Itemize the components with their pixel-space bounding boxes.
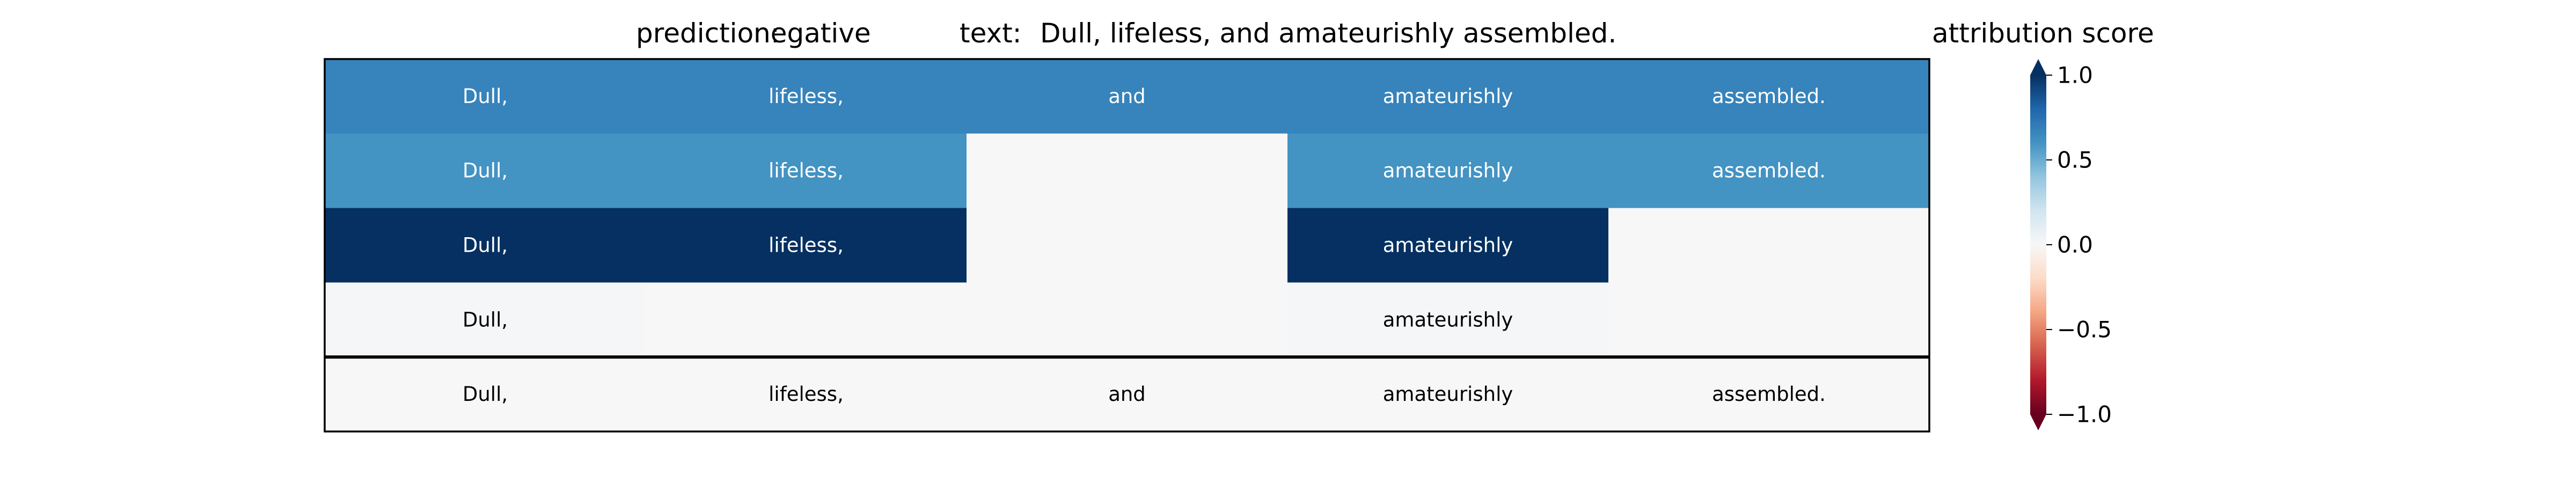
heatmap-row: Dull, lifeless, and amateurishly assembled. xyxy=(325,357,1930,432)
text-label: text: xyxy=(960,18,1022,49)
token-label: Dull, xyxy=(463,308,508,331)
token-label: Dull, xyxy=(463,159,508,182)
heatmap-cell xyxy=(646,357,967,432)
colorbar-tick-label: 0.5 xyxy=(2057,147,2093,173)
colorbar-title: attribution score xyxy=(1932,18,2154,49)
heatmap-frame xyxy=(324,58,1930,433)
heatmap-cell xyxy=(646,59,967,134)
heatmap-cell xyxy=(967,282,1288,357)
token-label: amateurishly xyxy=(1383,383,1513,406)
token-label: lifeless, xyxy=(769,383,844,406)
token-label: Dull, xyxy=(463,383,508,406)
heatmap-cell xyxy=(325,282,646,357)
heatmap-cell xyxy=(1608,59,1930,134)
heatmap-cell xyxy=(1287,282,1609,357)
heatmap-cell xyxy=(1608,208,1930,283)
heatmap-cell xyxy=(325,208,646,283)
heatmap-row: Dull, amateurishly xyxy=(325,282,1930,357)
colorbar-min-extension xyxy=(2030,414,2046,430)
colorbar-tick-label: −1.0 xyxy=(2057,401,2112,428)
heatmap-cell xyxy=(1287,357,1609,432)
colorbar: 1.0 0.5 0.0 −0.5 −1.0 xyxy=(2030,59,2112,430)
heatmap-cell xyxy=(1608,357,1930,432)
heatmap-row: Dull, lifeless, amateurishly assembled. xyxy=(325,133,1930,209)
heatmap-cell xyxy=(325,59,646,134)
heatmap-row: Dull, lifeless, amateurishly xyxy=(325,208,1930,283)
heatmap-cell xyxy=(1608,133,1930,209)
token-label: Dull, xyxy=(463,85,508,108)
heatmap-row: Dull, lifeless, and amateurishly assembled. xyxy=(325,59,1930,134)
heatmap-cell xyxy=(325,133,646,209)
heatmap-cell xyxy=(1287,59,1609,134)
prediction-label: prediction: xyxy=(636,18,780,49)
colorbar-tick-label: −0.5 xyxy=(2057,317,2112,343)
heatmap-cell xyxy=(967,357,1288,432)
heatmap-cell xyxy=(646,282,967,357)
token-label: amateurishly xyxy=(1383,234,1513,257)
token-label: lifeless, xyxy=(769,85,844,108)
heatmap-cell xyxy=(646,208,967,283)
token-label: assembled. xyxy=(1712,159,1826,182)
text-value: Dull, lifeless, and amateurishly assembl… xyxy=(1040,18,1617,49)
token-label: lifeless, xyxy=(769,159,844,182)
token-label: Dull, xyxy=(463,234,508,257)
heatmap-cell xyxy=(967,59,1288,134)
colorbar-max-extension xyxy=(2030,59,2046,75)
token-label: amateurishly xyxy=(1383,308,1513,331)
token-label: amateurishly xyxy=(1383,159,1513,182)
heatmap-cell xyxy=(1287,133,1609,209)
colorbar-tick-label: 0.0 xyxy=(2057,232,2093,258)
heatmap-cell xyxy=(325,357,646,432)
heatmap-cell xyxy=(1608,282,1930,357)
token-label: assembled. xyxy=(1712,383,1826,406)
prediction-value: negative xyxy=(753,18,871,49)
heatmap-cell xyxy=(1287,208,1609,283)
token-label: and xyxy=(1108,383,1146,406)
colorbar-gradient xyxy=(2030,75,2046,414)
heatmap-cell xyxy=(646,133,967,209)
heatmap-cell xyxy=(967,133,1288,209)
token-label: and xyxy=(1108,85,1146,108)
token-label: assembled. xyxy=(1712,85,1826,108)
attribution-heatmap: Dull, lifeless, and amateurishly assembled.D… xyxy=(324,58,1930,433)
token-label: lifeless, xyxy=(769,234,844,257)
colorbar-tick-label: 1.0 xyxy=(2057,62,2093,89)
heatmap-cell xyxy=(967,208,1288,283)
token-label: amateurishly xyxy=(1383,85,1513,108)
